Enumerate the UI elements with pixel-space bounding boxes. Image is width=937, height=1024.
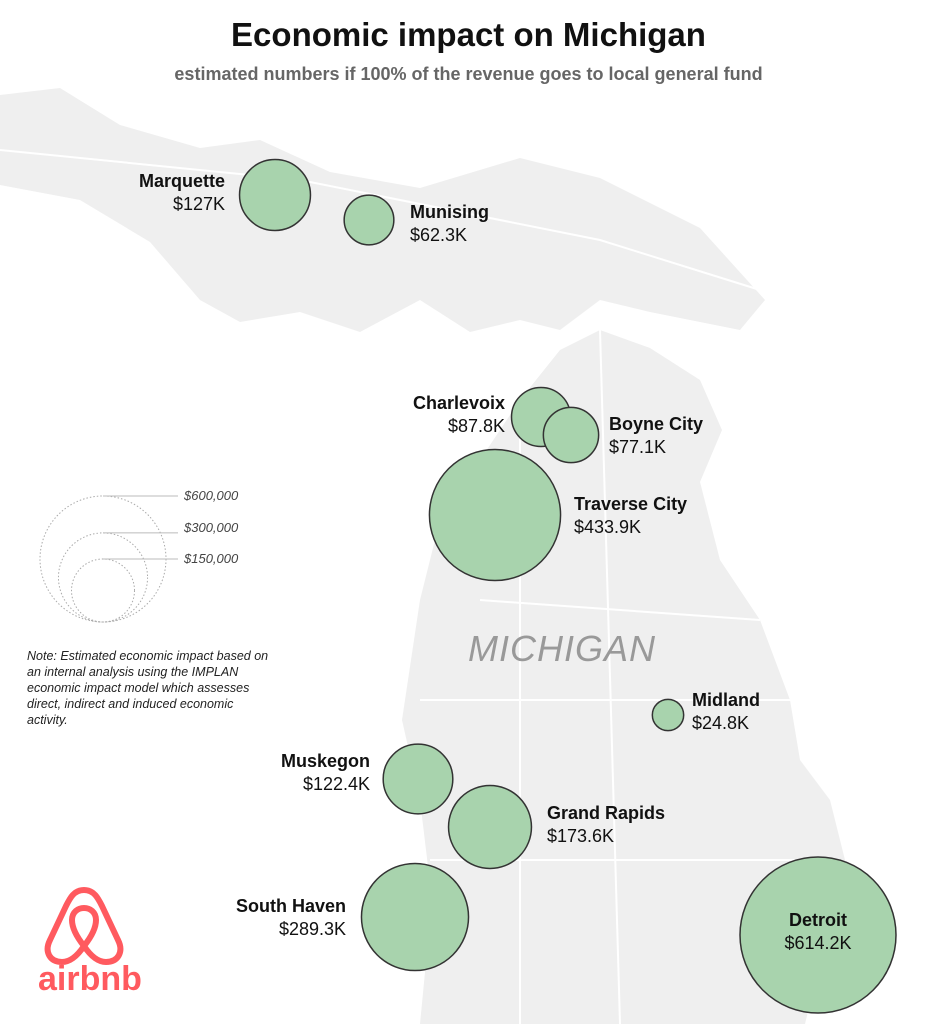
city-label-midland: Midland $24.8K xyxy=(692,690,760,733)
state-label: MICHIGAN xyxy=(468,628,656,669)
city-label-traverse-city: Traverse City $433.9K xyxy=(574,494,688,537)
legend-label: $150,000 xyxy=(184,551,239,566)
bubble-detroit xyxy=(739,856,897,1014)
city-label-muskegon: Muskegon $122.4K xyxy=(280,751,370,794)
city-label-boyne-city: Boyne City $77.1K xyxy=(609,414,704,457)
legend-circle xyxy=(71,558,135,623)
city-label-charlevoix: Charlevoix $87.8K xyxy=(412,393,505,436)
bubble-muskegon xyxy=(382,743,454,815)
bubble-boyne-city xyxy=(542,406,600,464)
bubble-grand-rapids xyxy=(447,784,533,870)
note-text: Note: Estimated economic impact based on… xyxy=(27,649,269,727)
city-label-south-haven: South Haven $289.3K xyxy=(235,896,346,939)
bubble-midland xyxy=(651,698,685,732)
bubble-munising xyxy=(343,194,395,246)
brand-wordmark: airbnb xyxy=(38,960,142,998)
city-label-marquette: Marquette $127K xyxy=(138,171,225,214)
legend-circle xyxy=(57,532,149,623)
airbnb-logo-icon xyxy=(44,887,124,965)
page-title: Economic impact on Michigan xyxy=(231,16,706,53)
city-label-munising: Munising $62.3K xyxy=(410,202,489,245)
legend-label: $300,000 xyxy=(184,520,239,535)
bubbles xyxy=(238,158,897,1014)
bubble-traverse-city xyxy=(428,448,562,582)
size-legend xyxy=(39,495,178,623)
city-label-grand-rapids: Grand Rapids $173.6K xyxy=(547,803,666,846)
city-label-detroit: Detroit $614.2K xyxy=(784,910,852,953)
legend-label: $600,000 xyxy=(184,488,239,503)
subtitle: estimated numbers if 100% of the revenue… xyxy=(174,64,763,84)
bubble-south-haven xyxy=(360,862,470,972)
bubble-marquette xyxy=(238,158,312,232)
